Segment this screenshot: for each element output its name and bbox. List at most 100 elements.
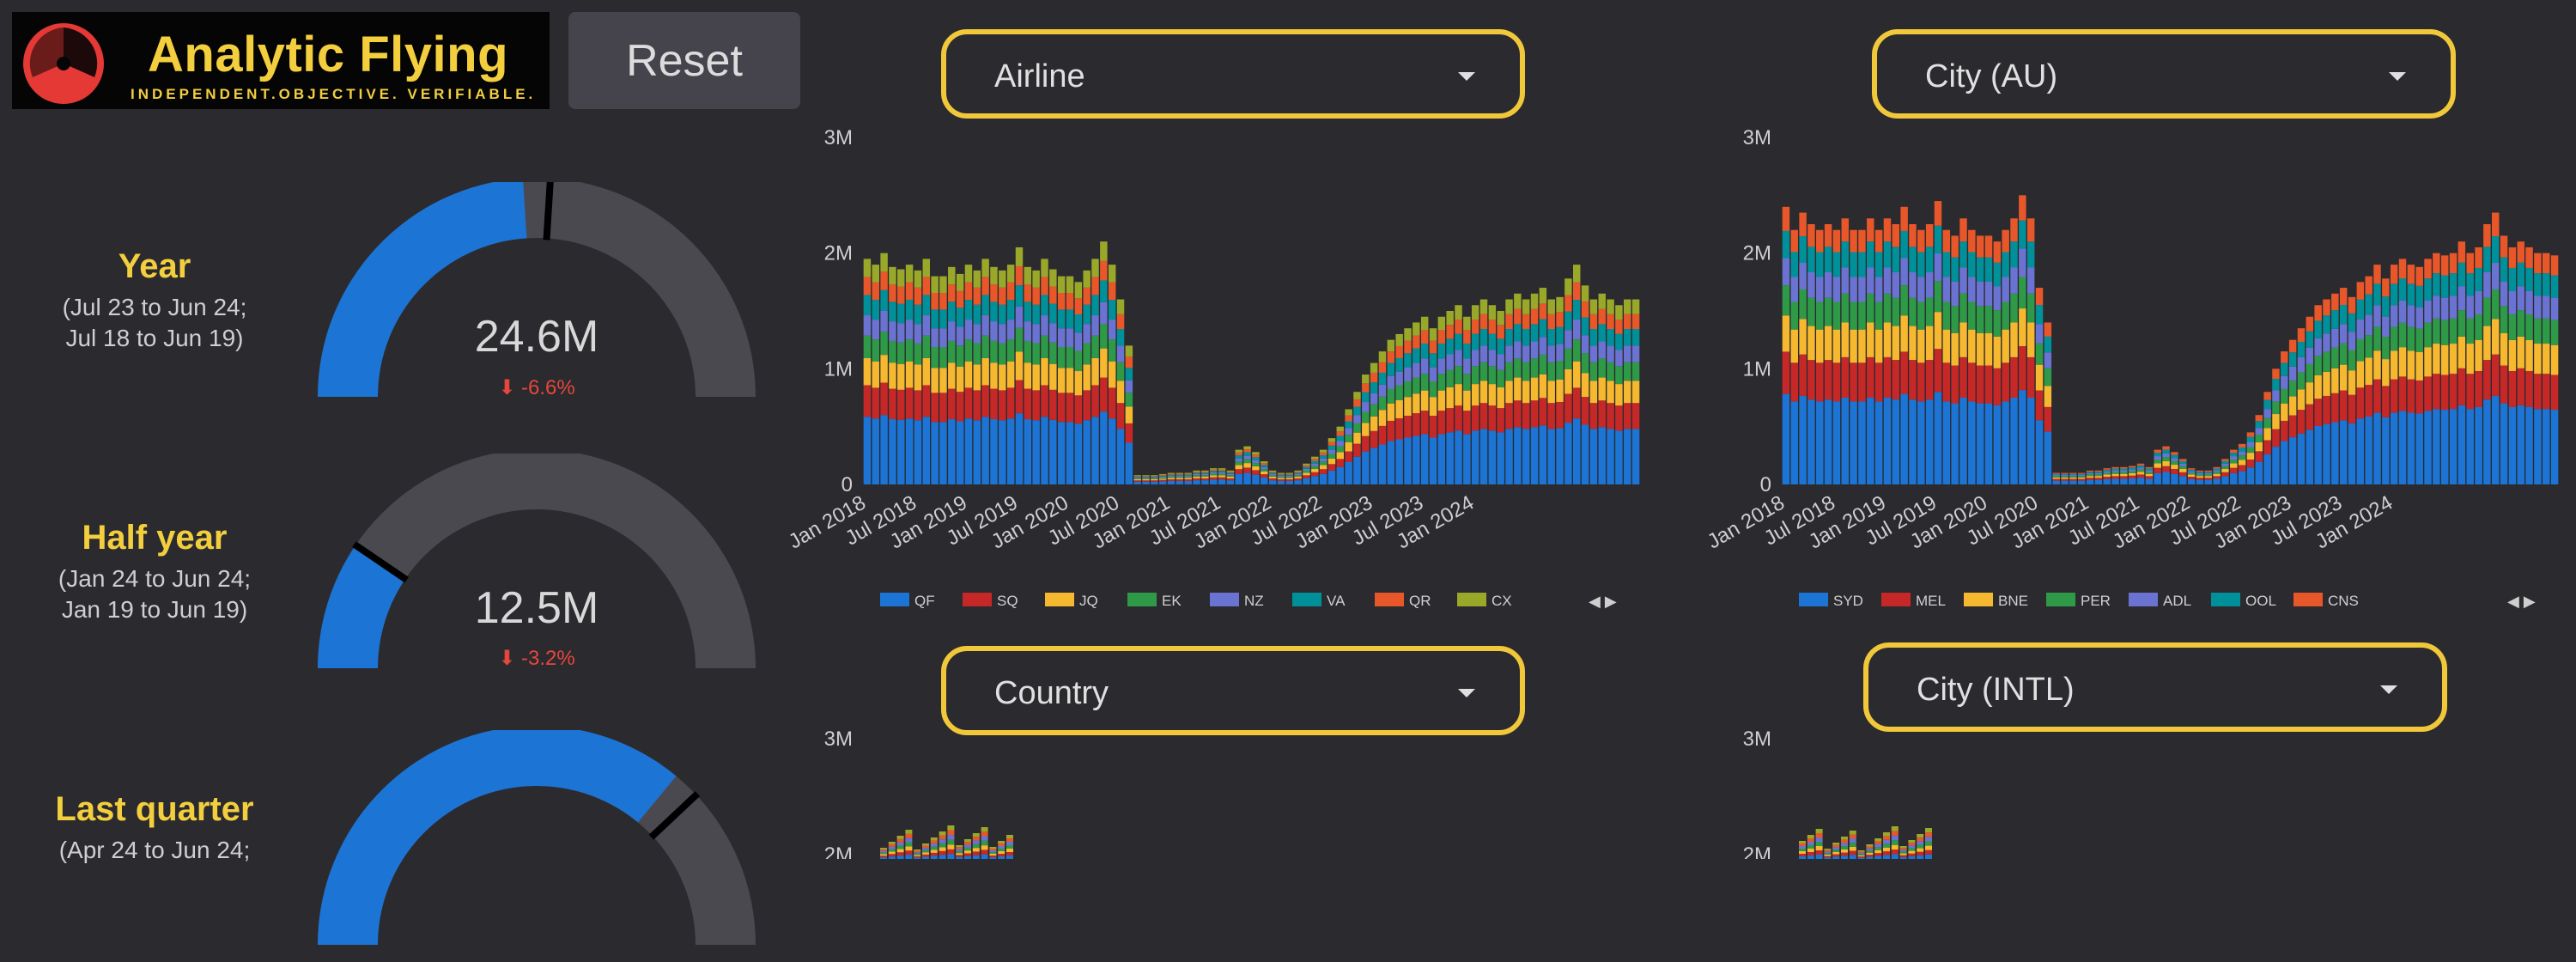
bar-stack — [1530, 293, 1539, 484]
bar-segment — [1824, 849, 1832, 850]
bar-segment — [1850, 277, 1857, 302]
legend-item[interactable]: SYD — [1799, 593, 1863, 609]
bar-segment — [922, 848, 929, 850]
city-intl-dropdown[interactable]: City (INTL) — [1863, 642, 2447, 732]
airline-dropdown[interactable]: Airline — [941, 29, 1525, 119]
bar-segment — [2424, 322, 2432, 348]
bar-segment — [2483, 297, 2491, 326]
bar-segment — [905, 300, 914, 320]
y-tick-label: 2M — [1743, 843, 1771, 859]
bar-stack — [914, 270, 922, 484]
bar-segment — [1624, 362, 1631, 381]
bar-segment — [2213, 470, 2221, 472]
bar-segment — [1151, 478, 1158, 479]
bar-segment — [2129, 466, 2136, 468]
bar-segment — [2204, 472, 2212, 473]
y-tick-label: 3M — [824, 126, 853, 149]
bar-segment — [1066, 276, 1074, 293]
legend-item[interactable]: JQ — [1045, 593, 1098, 609]
bar-segment — [1530, 400, 1539, 428]
bar-segment — [889, 321, 896, 341]
bar-segment — [2306, 429, 2314, 484]
legend-item[interactable]: BNE — [1964, 593, 2028, 609]
bar-segment — [1404, 416, 1412, 438]
bar-segment — [1387, 420, 1395, 441]
bar-segment — [1816, 277, 1824, 302]
bar-segment — [2154, 467, 2161, 473]
bar-segment — [1984, 365, 1993, 404]
legend-item[interactable]: OOL — [2211, 593, 2276, 609]
bar-segment — [896, 852, 904, 856]
bar-segment — [1261, 466, 1268, 470]
bar-segment — [2525, 339, 2533, 371]
bar-segment — [981, 827, 988, 832]
bar-segment — [1243, 459, 1251, 464]
bar-segment — [2019, 248, 2026, 277]
legend-item[interactable]: CNS — [2293, 593, 2359, 609]
legend-item[interactable]: EK — [1127, 593, 1182, 609]
city-au-dropdown[interactable]: City (AU) — [1872, 29, 2456, 119]
bar-segment — [1057, 347, 1066, 368]
bar-segment — [1319, 461, 1327, 466]
bar-segment — [1883, 398, 1892, 484]
legend-page-arrows-icon[interactable]: ◀ ▶ — [2507, 593, 2536, 610]
bar-segment — [1539, 374, 1547, 399]
legend-page-arrows-icon[interactable]: ◀ ▶ — [1589, 593, 1617, 610]
bar-segment — [2331, 310, 2339, 329]
bar-segment — [1252, 454, 1260, 458]
bar-segment — [1184, 477, 1192, 478]
legend-item[interactable]: NZ — [1210, 593, 1264, 609]
bar-segment — [2010, 241, 2018, 268]
bar-segment — [1824, 854, 1832, 856]
bar-segment — [1790, 401, 1798, 484]
bar-segment — [2534, 295, 2542, 319]
bar-segment — [2120, 476, 2128, 479]
bar-segment — [1883, 851, 1890, 855]
legend-item[interactable]: QF — [880, 593, 935, 609]
bar-segment — [2483, 247, 2491, 272]
legend-item[interactable]: QR — [1375, 593, 1431, 609]
legend-item[interactable]: SQ — [963, 593, 1018, 609]
legend-item[interactable]: CX — [1457, 593, 1512, 609]
bar-segment — [1488, 305, 1497, 320]
bar-segment — [1083, 270, 1091, 288]
bar-segment — [1261, 463, 1268, 466]
bar-segment — [2500, 281, 2508, 307]
bar-segment — [1942, 277, 1951, 302]
bar-segment — [1006, 835, 1013, 838]
y-tick-label: 0 — [841, 473, 853, 496]
reset-button[interactable]: Reset — [568, 12, 800, 109]
country-dropdown[interactable]: Country — [941, 646, 1525, 735]
bar-segment — [1867, 398, 1874, 484]
bar-segment — [1866, 848, 1874, 851]
bar-segment — [956, 845, 963, 848]
bar-segment — [1362, 402, 1370, 412]
legend-item[interactable]: ADL — [2129, 593, 2191, 609]
bar-segment — [2196, 472, 2204, 475]
bar-segment — [2010, 356, 2018, 398]
bar-segment — [1807, 271, 1815, 298]
bar-segment — [1074, 395, 1083, 424]
bar-segment — [1370, 382, 1378, 393]
bar-stack — [897, 269, 905, 484]
bar-segment — [1362, 423, 1370, 436]
bar-segment — [981, 845, 988, 850]
bar-segment — [1285, 477, 1293, 478]
bar-segment — [1589, 429, 1598, 484]
kpi-year-value: 24.6M — [474, 312, 599, 362]
bar-segment — [1471, 319, 1479, 334]
bar-segment — [2230, 449, 2238, 454]
bar-segment — [1505, 329, 1513, 346]
bar-segment — [1015, 327, 1024, 352]
bar-segment — [1471, 366, 1479, 385]
legend-item[interactable]: VA — [1292, 593, 1346, 609]
bar-stack — [2026, 218, 2035, 484]
kpi-year-range-1: (Jul 23 to Jun 24; — [62, 294, 247, 320]
chevron-down-icon — [1458, 72, 1475, 81]
bar-segment — [2136, 463, 2145, 466]
bar-segment — [1917, 277, 1925, 302]
bar-segment — [2314, 425, 2322, 484]
bar-segment — [2002, 401, 2009, 484]
legend-item[interactable]: MEL — [1881, 593, 1946, 609]
legend-item[interactable]: PER — [2046, 593, 2111, 609]
